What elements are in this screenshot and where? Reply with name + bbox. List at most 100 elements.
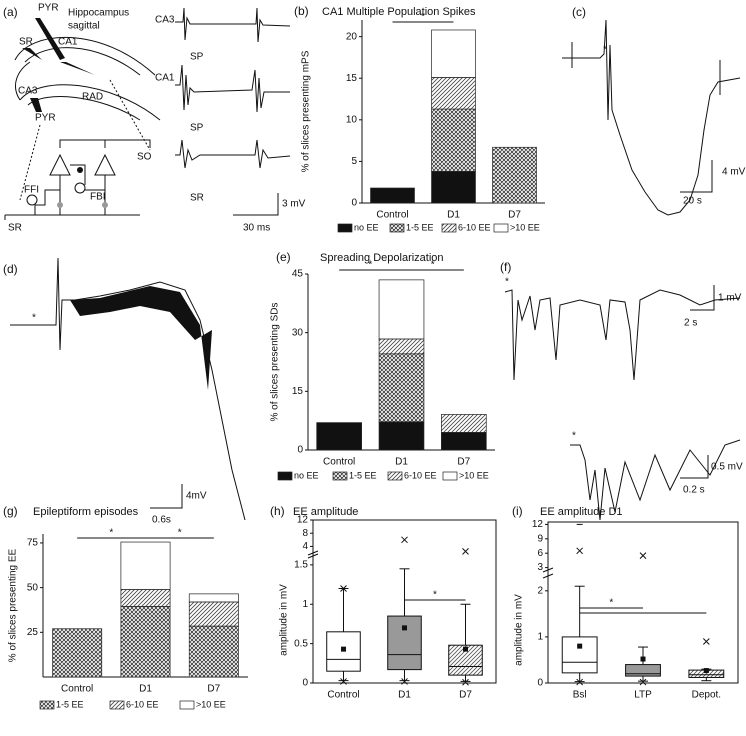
marker: * [505,277,509,288]
outlier [340,678,347,685]
box [625,664,661,677]
y-tick-label: 12 [297,515,309,526]
diagram-label: SO [137,152,152,163]
trace-label: SR [190,193,204,204]
trace-envelope [70,286,212,390]
marker: * [603,45,607,56]
y-axis-label: % of slices presenting mPS [301,50,312,172]
bar-segment [378,279,425,340]
outlier [639,552,647,559]
legend-label: >10 EE [510,222,540,232]
y-tick-label: 4 [302,541,308,552]
panel-label: (g) [3,504,18,518]
scale-label: 0.6s [152,515,171,526]
synapse [102,202,108,208]
scale-label: 30 ms [243,223,270,234]
trace-label: CA1 [155,73,175,84]
legend-swatch [332,471,348,481]
diagram-label: CA3 [18,86,38,97]
legend-label: 1-5 EE [56,699,84,709]
legend-label: 1-5 EE [406,222,434,232]
trace [175,139,291,169]
trace [562,19,741,216]
chart-title: CA1 Multiple Population Spikes [322,6,476,18]
y-tick-label: 50 [27,582,39,593]
bar-segment [492,146,537,204]
trace-label: SP [190,123,204,134]
y-tick-label: 6 [537,548,543,559]
legend-swatch [39,700,55,710]
outlier [639,678,647,686]
bar-segment [431,29,476,78]
scale-bar [680,160,713,193]
diagram-label: PYR [38,3,59,14]
circuit [4,139,151,220]
synapse [57,202,63,208]
legend-swatch [442,471,458,481]
synapse [77,167,83,173]
mean [341,646,346,652]
x-tick-label: Bsl [573,690,587,701]
y-tick-label: 45 [292,269,304,280]
chart-title: Epileptiform episodes [33,506,139,518]
outlier [401,536,408,544]
scale-label: 3 mV [282,199,306,210]
x-tick-label: D1 [447,210,460,221]
x-tick-label: LTP [634,690,652,701]
x-tick-label: Control [323,457,355,468]
y-tick-label: 3 [537,562,543,573]
y-tick-label: 12 [532,519,544,530]
bar-segment [188,625,239,678]
diagram-label: PYR [35,113,56,124]
y-axis-label: amplitude in mV [279,584,290,656]
legend-label: 1-5 EE [349,470,377,480]
mean [640,656,646,662]
x-tick-label: D1 [398,690,411,701]
y-tick-label: 1 [537,632,543,643]
scale-bar [680,455,709,479]
legend-swatch [389,223,405,233]
x-tick-label: D7 [207,684,220,695]
marker: * [572,431,576,442]
outlier [462,547,469,555]
bar-segment [378,353,425,423]
x-tick-label: D1 [139,684,152,695]
bar-segment [316,422,362,451]
panel-label: (i) [512,504,523,518]
zoom-lines [19,79,151,201]
ffi-cell [26,194,38,206]
mean [703,668,709,674]
scale-label: 0.2 s [683,485,705,496]
bar-segment [441,432,487,451]
x-tick-label: Control [61,684,93,695]
plot-frame [547,521,739,684]
y-tick-label: 0.5 [294,638,308,649]
significance-label: * [431,260,435,271]
y-tick-label: 15 [292,386,304,397]
y-tick-label: 25 [27,627,39,638]
y-tick-label: 10 [346,114,358,125]
bar-segment [370,187,415,204]
hippocampus-outline [14,37,161,121]
legend-label: >10 EE [459,470,489,480]
legend-swatch [179,700,195,710]
y-axis-label: % of slices presenting EE [8,548,19,662]
legend-swatch [387,471,403,481]
panel-label: (h) [270,504,285,518]
diagram-label: sagittal [68,21,100,32]
outlier [401,678,408,685]
legend-swatch [493,223,509,233]
diagram-label: SR [19,37,33,48]
legend-label: no EE [294,470,319,480]
y-tick-label: 5 [351,156,357,167]
significance-label: * [109,528,113,539]
x-tick-label: Control [376,210,408,221]
chart-title: EE amplitude D1 [540,506,623,518]
diagram-label: SR [8,223,22,234]
legend-swatch [109,700,125,710]
legend-label: >10 EE [196,699,226,709]
outlier [340,585,347,592]
significance-label: * [609,598,613,609]
